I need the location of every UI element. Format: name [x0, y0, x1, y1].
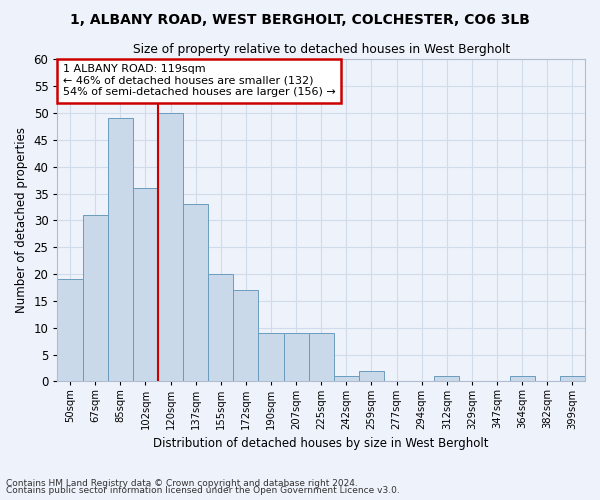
- Text: 1 ALBANY ROAD: 119sqm
← 46% of detached houses are smaller (132)
54% of semi-det: 1 ALBANY ROAD: 119sqm ← 46% of detached …: [63, 64, 335, 98]
- Bar: [434, 376, 460, 382]
- Bar: [359, 370, 384, 382]
- Bar: [108, 118, 133, 382]
- Title: Size of property relative to detached houses in West Bergholt: Size of property relative to detached ho…: [133, 42, 510, 56]
- Bar: [83, 215, 108, 382]
- Bar: [133, 188, 158, 382]
- Bar: [208, 274, 233, 382]
- Bar: [560, 376, 585, 382]
- Bar: [233, 290, 259, 382]
- Bar: [284, 333, 308, 382]
- Bar: [308, 333, 334, 382]
- Text: Contains HM Land Registry data © Crown copyright and database right 2024.: Contains HM Land Registry data © Crown c…: [6, 478, 358, 488]
- X-axis label: Distribution of detached houses by size in West Bergholt: Distribution of detached houses by size …: [154, 437, 489, 450]
- Bar: [183, 204, 208, 382]
- Bar: [58, 280, 83, 382]
- Bar: [259, 333, 284, 382]
- Y-axis label: Number of detached properties: Number of detached properties: [15, 128, 28, 314]
- Text: Contains public sector information licensed under the Open Government Licence v3: Contains public sector information licen…: [6, 486, 400, 495]
- Text: 1, ALBANY ROAD, WEST BERGHOLT, COLCHESTER, CO6 3LB: 1, ALBANY ROAD, WEST BERGHOLT, COLCHESTE…: [70, 12, 530, 26]
- Bar: [158, 113, 183, 382]
- Bar: [509, 376, 535, 382]
- Bar: [334, 376, 359, 382]
